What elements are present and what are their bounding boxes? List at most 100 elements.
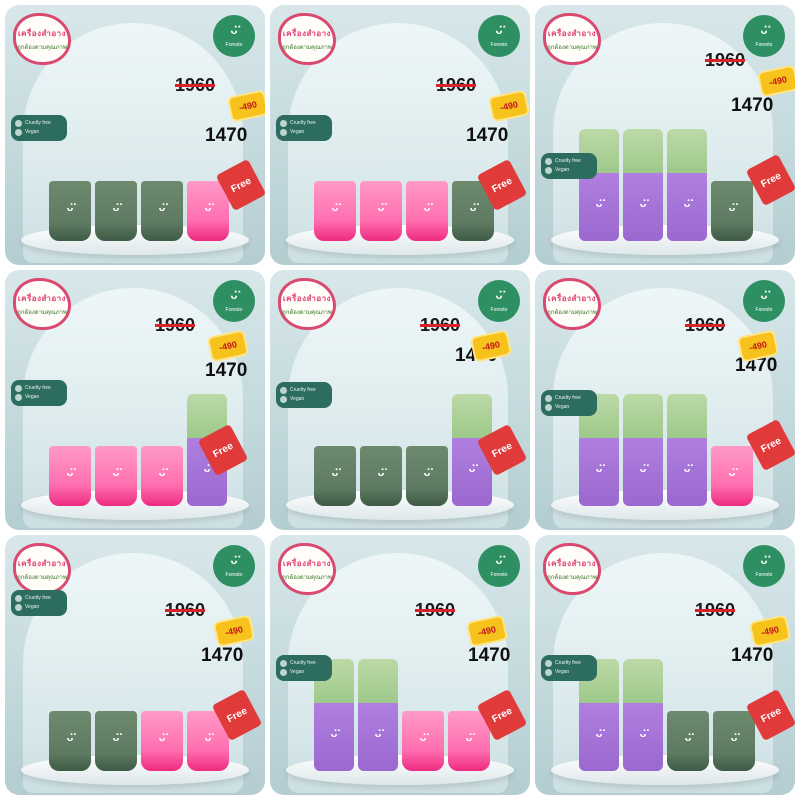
- product-row: ᵕ̈ ᵕ̈ ᵕ̈ ᵕ̈: [579, 659, 755, 771]
- tube-pink: ᵕ̈: [402, 711, 444, 771]
- bottle-cap: [623, 129, 663, 173]
- brand-face-icon: ᵕ̈: [158, 732, 166, 749]
- product-tile[interactable]: เครื่องสำอาง ถูกต้องตามคุณภาพ ᵕ̈ Foresto Cru…: [535, 5, 795, 265]
- product-tile[interactable]: เครื่องสำอาง ถูกต้องตามคุณภาพ ᵕ̈ Foresto Cru…: [5, 5, 265, 265]
- brand-face-icon: ᵕ̈: [374, 728, 382, 745]
- sale-price: 1470: [468, 645, 511, 666]
- tube-green: ᵕ̈: [406, 446, 448, 506]
- brand-face-icon: ᵕ̈: [760, 552, 768, 572]
- brand-logo: ᵕ̈ Foresto: [213, 15, 255, 57]
- brand-face-icon: ᵕ̈: [469, 202, 477, 219]
- brand-face-icon: ᵕ̈: [230, 22, 238, 42]
- free-tag: Free: [745, 418, 795, 472]
- sale-price: 1470: [731, 645, 774, 666]
- check-icon: [280, 669, 287, 676]
- product-row: ᵕ̈ ᵕ̈ ᵕ̈ ᵕ̈: [314, 394, 492, 506]
- sticker-text-bottom: ถูกต้องตามคุณภาพ: [282, 44, 332, 51]
- tube-green: ᵕ̈: [49, 711, 91, 771]
- product-row: ᵕ̈ ᵕ̈ ᵕ̈ ᵕ̈: [579, 129, 753, 241]
- claim-label: Cruelty free: [555, 660, 581, 666]
- claim-item: Cruelty free: [545, 659, 593, 668]
- product-row: ᵕ̈ ᵕ̈ ᵕ̈ ᵕ̈: [579, 394, 753, 506]
- check-icon: [545, 167, 552, 174]
- brand-face-icon: ᵕ̈: [683, 463, 691, 480]
- old-price: 1960: [165, 600, 206, 620]
- brand-face-icon: ᵕ̈: [423, 467, 431, 484]
- foam-bottle-purple: ᵕ̈: [579, 129, 619, 241]
- free-tag: Free: [745, 153, 795, 207]
- claim-label: Cruelty free: [290, 387, 316, 393]
- tube-green: ᵕ̈: [314, 446, 356, 506]
- old-price: 1960: [436, 75, 477, 95]
- shop-sticker-logo: เครื่องสำอาง ถูกต้องตามคุณภาพ: [13, 13, 71, 65]
- check-icon: [545, 395, 552, 402]
- bottle-body: ᵕ̈: [358, 703, 398, 771]
- shop-sticker-logo: เครื่องสำอาง ถูกต้องตามคุณภาพ: [543, 543, 601, 595]
- sale-price: 1470: [205, 360, 248, 381]
- bottle-body: ᵕ̈: [579, 173, 619, 241]
- brand-face-icon: ᵕ̈: [330, 728, 338, 745]
- tube-green: ᵕ̈: [711, 181, 753, 241]
- sale-price: 1470: [735, 355, 778, 376]
- brand-face-icon: ᵕ̈: [730, 732, 738, 749]
- product-tile[interactable]: เครื่องสำอาง ถูกต้องตามคุณภาพ ᵕ̈ Foresto Cru…: [270, 535, 530, 795]
- brand-name: Foresto: [755, 571, 773, 578]
- brand-face-icon: ᵕ̈: [112, 202, 120, 219]
- bottle-body: ᵕ̈: [623, 438, 663, 506]
- tube-pink: ᵕ̈: [360, 181, 402, 241]
- product-tile[interactable]: เครื่องสำอาง ถูกต้องตามคุณภาพ ᵕ̈ Foresto Cru…: [5, 270, 265, 530]
- shop-sticker-logo: เครื่องสำอาง ถูกต้องตามคุณภาพ: [13, 543, 71, 595]
- sticker-text-top: เครื่องสำอาง: [282, 28, 332, 38]
- discount-badge: -490: [759, 66, 795, 96]
- product-tile[interactable]: เครื่องสำอาง ถูกต้องตามคุณภาพ ᵕ̈ Foresto Cru…: [270, 5, 530, 265]
- claim-item: Cruelty free: [15, 119, 63, 128]
- product-tile[interactable]: เครื่องสำอาง ถูกต้องตามคุณภาพ ᵕ̈ Foresto Cru…: [270, 270, 530, 530]
- brand-face-icon: ᵕ̈: [595, 198, 603, 215]
- product-row: ᵕ̈ ᵕ̈ ᵕ̈ ᵕ̈: [314, 181, 494, 241]
- foam-bottle-purple: ᵕ̈: [623, 129, 663, 241]
- claim-label: Vegan: [25, 129, 40, 135]
- product-row: ᵕ̈ ᵕ̈ ᵕ̈ ᵕ̈: [49, 711, 229, 771]
- brand-logo: ᵕ̈ Foresto: [478, 545, 520, 587]
- product-tile[interactable]: เครื่องสำอาง ถูกต้องตามคุณภาพ ᵕ̈ Foresto Cru…: [535, 270, 795, 530]
- sale-price: 1470: [731, 95, 774, 116]
- shop-sticker-logo: เครื่องสำอาง ถูกต้องตามคุณภาพ: [278, 543, 336, 595]
- shop-sticker-logo: เครื่องสำอางถูกต้องตามคุณภาพ: [278, 13, 336, 65]
- claim-item: Vegan: [15, 603, 63, 612]
- tube-pink: ᵕ̈: [95, 446, 137, 506]
- claim-label: Vegan: [290, 396, 305, 402]
- brand-face-icon: ᵕ̈: [66, 732, 74, 749]
- check-icon: [15, 604, 22, 611]
- brand-face-icon: ᵕ̈: [66, 202, 74, 219]
- brand-logo: ᵕ̈ Foresto: [743, 15, 785, 57]
- sale-price: 1470: [201, 645, 244, 666]
- old-price: 1960: [685, 315, 726, 335]
- brand-face-icon: ᵕ̈: [683, 198, 691, 215]
- tube-pink: ᵕ̈: [448, 711, 490, 771]
- old-price: 1960: [415, 600, 456, 620]
- product-tile[interactable]: เครื่องสำอาง ถูกต้องตามคุณภาพ ᵕ̈ Foresto Cru…: [535, 535, 795, 795]
- foam-bottle-purple: ᵕ̈: [667, 129, 707, 241]
- claims-badge: Cruelty free Vegan: [541, 655, 597, 681]
- product-row: ᵕ̈ ᵕ̈ ᵕ̈ ᵕ̈: [314, 659, 490, 771]
- brand-name: Foresto: [490, 306, 508, 313]
- sale-price: 1470: [205, 125, 248, 146]
- check-icon: [15, 394, 22, 401]
- brand-face-icon: ᵕ̈: [639, 728, 647, 745]
- brand-face-icon: ᵕ̈: [465, 732, 473, 749]
- bottle-cap: [623, 394, 663, 438]
- brand-face-icon: ᵕ̈: [230, 287, 238, 307]
- check-icon: [280, 120, 287, 127]
- brand-face-icon: ᵕ̈: [204, 202, 212, 219]
- check-icon: [280, 396, 287, 403]
- brand-name: Foresto: [225, 306, 243, 313]
- check-icon: [15, 595, 22, 602]
- check-icon: [15, 385, 22, 392]
- brand-name: Foresto: [755, 306, 773, 313]
- tube-pink: ᵕ̈: [141, 446, 183, 506]
- sticker-text-bottom: ถูกต้องตามคุณภาพ: [282, 574, 332, 581]
- shop-sticker-logo: เครื่องสำอาง ถูกต้องตามคุณภาพ: [543, 278, 601, 330]
- claims-badge: Cruelty free Vegan: [11, 590, 67, 616]
- product-tile[interactable]: เครื่องสำอาง ถูกต้องตามคุณภาพ ᵕ̈ Foresto Cru…: [5, 535, 265, 795]
- brand-face-icon: ᵕ̈: [728, 467, 736, 484]
